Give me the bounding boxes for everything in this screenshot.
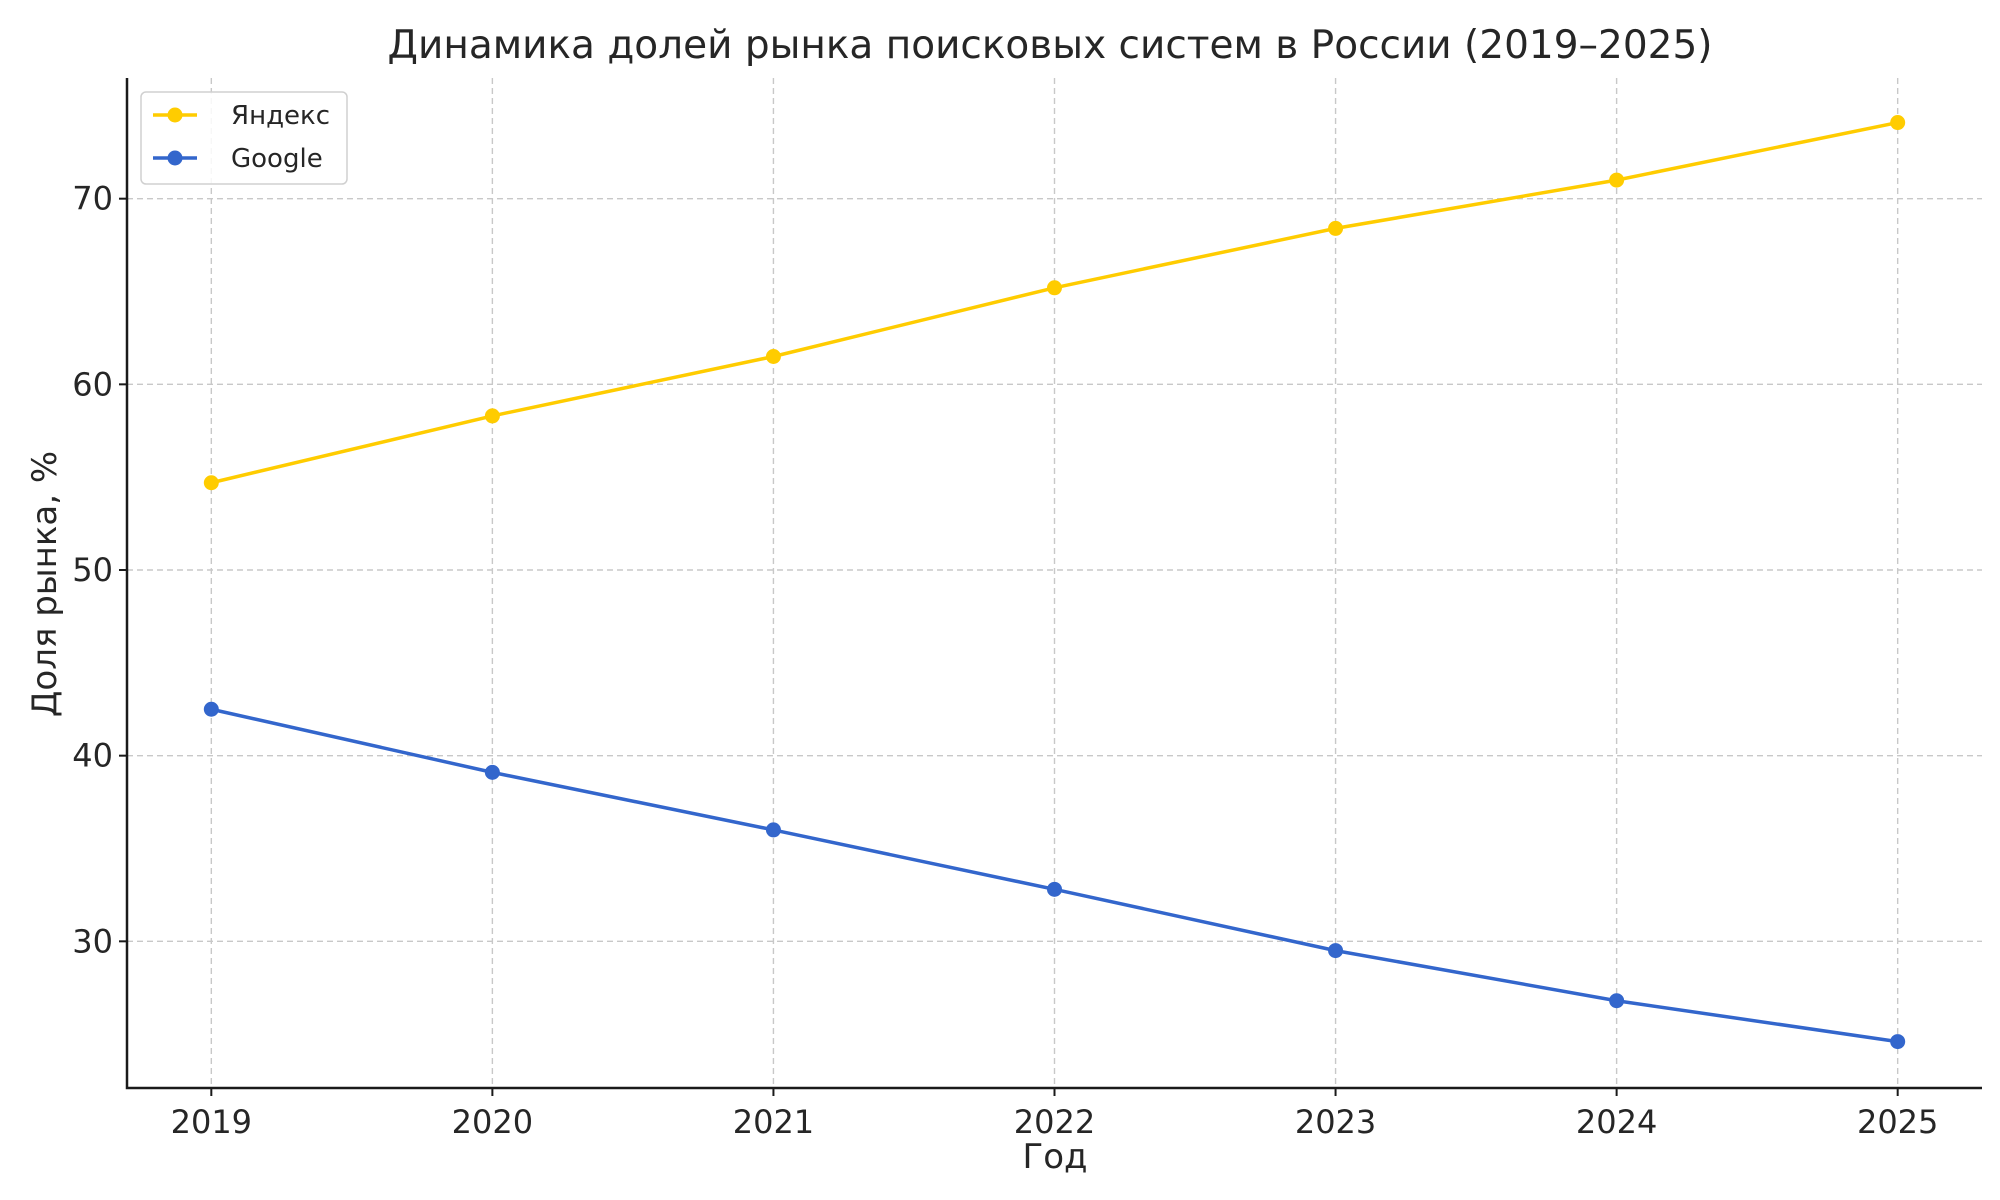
x-tick-label: 2025 [1857, 1103, 1938, 1141]
y-tick-label: 40 [72, 737, 113, 775]
data-point-yandex [765, 348, 781, 364]
legend-label-yandex: Яндекс [231, 101, 330, 131]
data-point-google [484, 764, 500, 780]
y-axis-label: Доля рынка, % [25, 451, 65, 717]
data-point-google [765, 822, 781, 838]
data-point-yandex [1328, 220, 1344, 236]
y-tick-label: 70 [72, 180, 113, 218]
data-point-google [1609, 993, 1625, 1009]
x-axis-label: Год [1022, 1137, 1087, 1177]
x-tick-label: 2023 [1295, 1103, 1376, 1141]
y-tick-label: 50 [72, 551, 113, 589]
y-tick-label: 30 [72, 922, 113, 960]
data-point-yandex [1609, 172, 1625, 188]
data-point-google [1890, 1034, 1906, 1050]
data-point-yandex [1047, 280, 1062, 296]
series-layer [203, 115, 1906, 1050]
legend: Яндекс Google [140, 91, 348, 185]
data-point-google [1328, 943, 1344, 959]
legend-marker-yandex [167, 107, 183, 123]
x-tick-label: 2021 [733, 1103, 814, 1141]
chart-title: Динамика долей рынка поисковых систем в … [388, 23, 1713, 68]
legend-marker-google [167, 150, 183, 166]
axis-spines [125, 78, 1982, 1090]
x-tick-label: 2019 [171, 1103, 252, 1141]
data-point-yandex [484, 408, 500, 424]
y-tick-label: 60 [72, 365, 113, 403]
x-tick-label: 2022 [1014, 1103, 1095, 1141]
data-point-yandex [1890, 115, 1906, 131]
data-point-google [1047, 881, 1062, 897]
x-tick-label: 2024 [1576, 1103, 1657, 1141]
data-point-google [203, 701, 219, 717]
legend-label-google: Google [231, 144, 323, 174]
grid [127, 78, 1982, 1088]
data-point-yandex [203, 475, 219, 491]
x-tick-label: 2020 [452, 1103, 533, 1141]
axes: 2019 2020 2021 2022 2023 2024 2025 30 40 50 60 70 [72, 78, 1982, 1141]
